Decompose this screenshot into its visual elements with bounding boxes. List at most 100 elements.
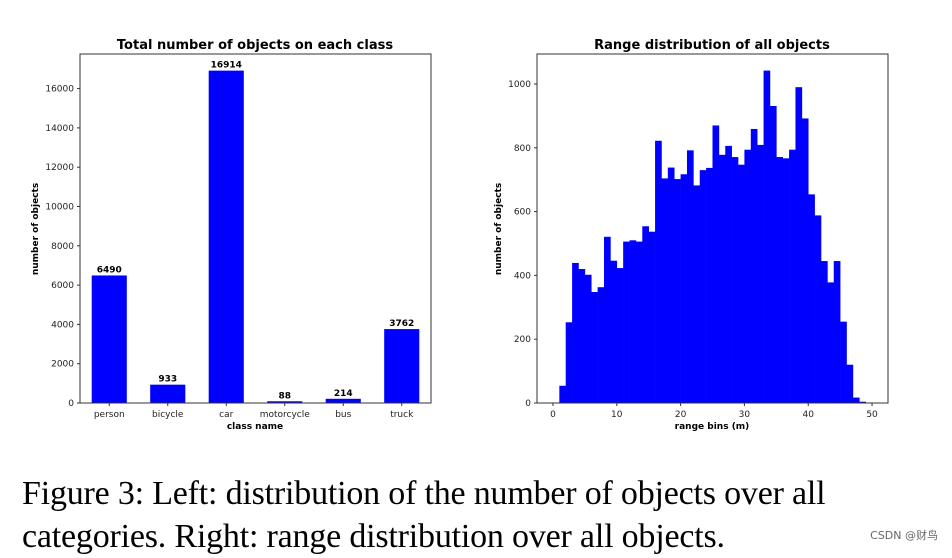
right-x-label: range bins (m)	[675, 422, 750, 432]
histogram-bin	[725, 145, 732, 404]
watermark: CSDN @财鸟	[870, 529, 938, 542]
x-tick-label: bus	[335, 410, 351, 420]
histogram-bin	[655, 140, 662, 403]
histogram-bin	[763, 70, 771, 403]
bar-motorcycle	[267, 401, 303, 403]
y-tick-label: 0	[525, 399, 531, 409]
left-bars: 6490 933 16914 88 214 3762	[91, 61, 420, 403]
right-y-axis: 0 200 400 600 800 1000	[508, 80, 537, 409]
histogram-bin	[686, 150, 694, 403]
right-bars	[559, 70, 866, 404]
left-y-label: number of objects	[31, 183, 41, 275]
x-tick-label: car	[219, 410, 233, 420]
histogram-bin	[591, 291, 598, 403]
histogram-bin	[859, 401, 866, 403]
histogram-bin	[610, 260, 618, 403]
y-tick-label: 14000	[45, 124, 74, 134]
y-tick-label: 0	[68, 399, 74, 409]
y-tick-label: 12000	[45, 163, 74, 173]
bar-bus	[325, 398, 361, 403]
histogram-bin	[616, 268, 624, 403]
histogram-bin	[782, 158, 790, 403]
right-y-label: number of objects	[494, 183, 504, 275]
histogram-bin	[623, 241, 630, 403]
bar-person	[91, 275, 127, 403]
x-tick-label: truck	[390, 410, 414, 420]
left-chart-title: Total number of objects on each class	[117, 38, 393, 53]
histogram-bin	[769, 105, 777, 403]
histogram-bin	[648, 231, 656, 403]
x-tick-label: motorcycle	[260, 410, 311, 420]
histogram-bin	[572, 262, 579, 403]
right-plot-frame	[536, 53, 889, 404]
y-tick-label: 8000	[51, 242, 74, 252]
histogram-bin	[699, 170, 707, 403]
bar-value-label: 214	[334, 389, 353, 399]
histogram-bin	[667, 167, 675, 403]
left-x-axis: person bicycle car motorcycle bus truck	[94, 403, 414, 420]
figure: Total number of objects on each class 64…	[31, 38, 889, 432]
histogram-bin	[712, 125, 720, 404]
left-y-axis: 0 2000 4000 6000 8000 10000 12000 14000 16000	[45, 85, 80, 409]
x-tick-label: 30	[739, 410, 751, 420]
left-plot-frame	[79, 53, 432, 404]
histogram-bin	[833, 261, 841, 403]
bar-car	[208, 70, 244, 403]
histogram-bin	[757, 144, 764, 403]
histogram-bin	[661, 178, 669, 403]
x-tick-label: 0	[550, 410, 556, 420]
x-tick-label: bicycle	[152, 410, 184, 420]
histogram-bin	[597, 287, 605, 403]
figure-caption: Figure 3: Left: distribution of the numb…	[22, 475, 826, 555]
histogram-bin	[776, 157, 783, 403]
bar-value-label: 933	[158, 375, 177, 385]
right-histogram: Range distribution of all objects 020040…	[494, 38, 889, 432]
histogram-bin	[795, 87, 803, 403]
histogram-bin	[827, 282, 835, 403]
x-tick-label: 10	[611, 410, 623, 420]
bar-value-label: 3762	[389, 319, 414, 329]
histogram-bin	[565, 322, 573, 403]
histogram-bin	[635, 241, 643, 403]
histogram-bin	[820, 261, 828, 403]
histogram-bin	[731, 157, 739, 403]
y-tick-label: 10000	[45, 202, 74, 212]
histogram-bin	[801, 118, 809, 403]
histogram-bin	[718, 154, 726, 403]
x-tick-label: person	[94, 410, 125, 420]
y-tick-label: 600	[514, 208, 531, 218]
bar-value-label: 6490	[97, 265, 122, 275]
y-tick-label: 1000	[508, 80, 531, 90]
x-tick-label: 40	[803, 410, 815, 420]
histogram-bin	[642, 226, 649, 403]
bar-bicycle	[150, 384, 186, 403]
histogram-bin	[744, 149, 752, 403]
histogram-bin	[680, 174, 688, 403]
histogram-bin	[814, 215, 822, 403]
bar-value-label: 16914	[211, 61, 242, 71]
histogram-bin	[693, 185, 701, 403]
histogram-bin	[846, 364, 854, 403]
x-tick-label: 50	[866, 410, 878, 420]
histogram-bin	[674, 179, 681, 403]
histogram-bin	[584, 274, 592, 403]
left-x-label: class name	[227, 422, 283, 432]
y-tick-label: 6000	[51, 281, 74, 291]
right-x-axis: 0 10 20 30 40 50	[550, 403, 878, 420]
bar-truck	[384, 329, 420, 403]
histogram-bin	[738, 164, 745, 403]
histogram-bin	[578, 269, 586, 403]
y-tick-label: 800	[514, 144, 531, 154]
y-tick-label: 400	[514, 271, 531, 281]
histogram-bin	[789, 149, 796, 403]
bar-value-label: 88	[278, 391, 291, 401]
histogram-bin	[629, 240, 637, 403]
histogram-bin	[852, 397, 860, 403]
right-chart-title: Range distribution of all objects	[594, 38, 830, 53]
y-tick-label: 200	[514, 335, 531, 345]
left-bar-chart: Total number of objects on each class 64…	[31, 38, 432, 432]
histogram-bin	[808, 194, 815, 403]
histogram-bin	[750, 128, 758, 403]
y-tick-label: 2000	[51, 360, 74, 370]
x-tick-label: 20	[675, 410, 687, 420]
